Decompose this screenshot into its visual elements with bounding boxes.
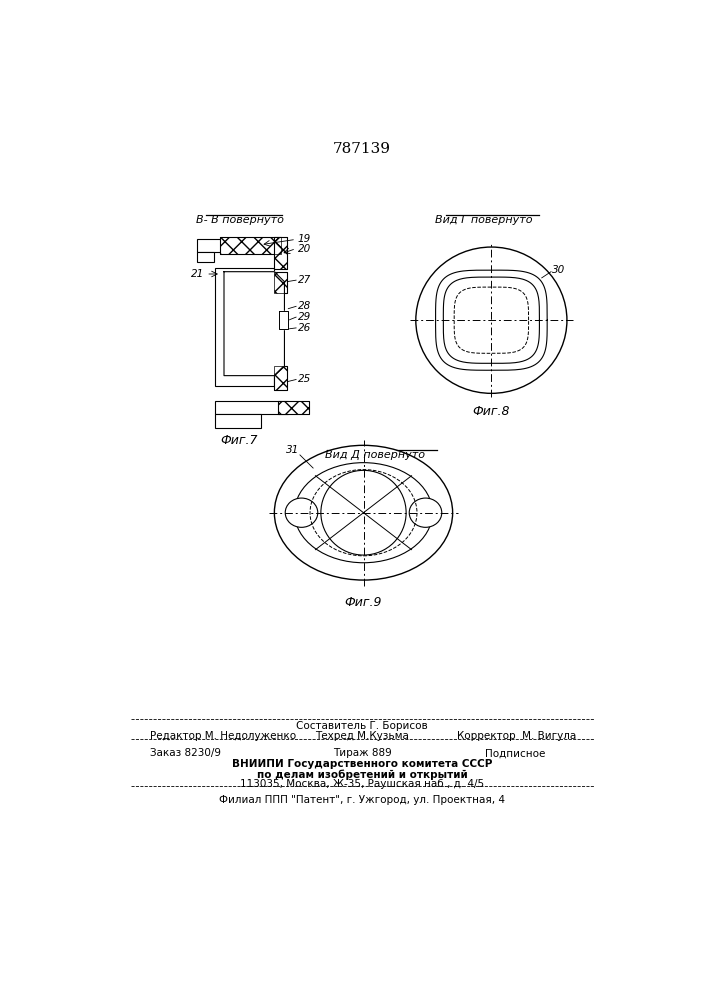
Text: ВНИИПИ Государственного комитета СССР: ВНИИПИ Государственного комитета СССР	[232, 759, 492, 769]
Text: В- В повернуто: В- В повернуто	[197, 215, 284, 225]
Text: Тираж 889: Тираж 889	[332, 748, 392, 758]
Bar	[274, 237, 287, 269]
Text: 29: 29	[298, 312, 311, 322]
Ellipse shape	[285, 498, 317, 527]
Bar	[197, 252, 214, 262]
Text: по делам изобретений и открытий: по делам изобретений и открытий	[257, 769, 467, 780]
Polygon shape	[454, 287, 529, 353]
Polygon shape	[224, 272, 284, 376]
Bar	[215, 268, 274, 386]
Text: 26: 26	[298, 323, 311, 333]
Bar	[274, 272, 287, 293]
Text: Вид Г повернуто: Вид Г повернуто	[435, 215, 532, 225]
Ellipse shape	[416, 247, 567, 393]
Text: 27: 27	[298, 275, 311, 285]
Text: Техред М.Кузьма: Техред М.Кузьма	[315, 731, 409, 741]
Polygon shape	[436, 270, 547, 370]
Text: 28: 28	[298, 301, 311, 311]
Ellipse shape	[295, 463, 433, 563]
Text: Фиг.7: Фиг.7	[221, 434, 258, 447]
Bar	[274, 366, 287, 389]
Bar	[215, 414, 261, 428]
Bar	[220, 237, 281, 254]
Bar	[279, 401, 309, 414]
Text: 787139: 787139	[333, 142, 391, 156]
Text: 20: 20	[298, 244, 311, 254]
Text: Составитель Г. Борисов: Составитель Г. Борисов	[296, 721, 428, 731]
Text: 113035, Москва, Ж-35, Раушская наб., д. 4/5: 113035, Москва, Ж-35, Раушская наб., д. …	[240, 779, 484, 789]
Bar	[274, 272, 287, 293]
Bar	[215, 401, 288, 414]
Bar	[220, 237, 281, 254]
Text: Корректор  М. Вигула: Корректор М. Вигула	[457, 731, 577, 741]
Text: Фиг.9: Фиг.9	[345, 596, 382, 609]
Text: 31: 31	[286, 445, 299, 455]
Text: 19: 19	[298, 234, 311, 244]
Text: 30: 30	[552, 265, 565, 275]
Ellipse shape	[274, 445, 452, 580]
Text: 25: 25	[298, 374, 311, 384]
Text: Заказ 8230/9: Заказ 8230/9	[151, 748, 221, 758]
Polygon shape	[443, 277, 539, 363]
Bar	[274, 237, 287, 269]
Text: Подписное: Подписное	[485, 748, 546, 758]
Bar	[279, 401, 309, 414]
Text: Фиг.8: Фиг.8	[472, 405, 510, 418]
Text: 21: 21	[192, 269, 204, 279]
Text: Вид Д повернуто: Вид Д повернуто	[325, 450, 425, 460]
Ellipse shape	[321, 470, 406, 555]
Text: Редактор М. Недолуженко: Редактор М. Недолуженко	[151, 731, 296, 741]
Bar	[197, 239, 226, 252]
Ellipse shape	[409, 498, 442, 527]
Text: Филиал ППП "Патент", г. Ужгород, ул. Проектная, 4: Филиал ППП "Патент", г. Ужгород, ул. Про…	[219, 795, 505, 805]
Bar	[274, 366, 287, 389]
Polygon shape	[279, 311, 288, 329]
